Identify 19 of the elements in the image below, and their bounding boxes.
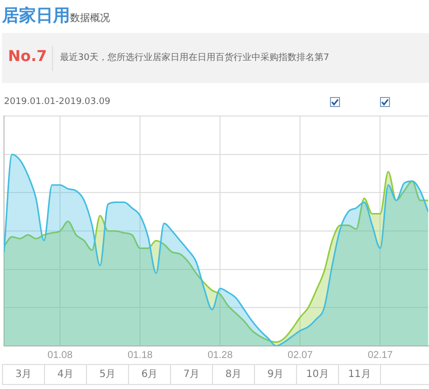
x-tick-label: 02.17 xyxy=(368,350,394,361)
text: 6月 xyxy=(129,365,171,384)
x-tick-label: 01.18 xyxy=(128,350,154,361)
x-tick-label: 01.28 xyxy=(208,350,234,361)
text: 11月 xyxy=(339,365,381,384)
text: No.7 xyxy=(8,47,47,65)
text: 9月 xyxy=(255,365,297,384)
chart-subtitle: 数据概况 xyxy=(70,13,110,24)
text: 2019.01.01-2019.03.09 xyxy=(4,97,110,107)
text: 8月 xyxy=(213,365,255,384)
x-tick-label: 01.08 xyxy=(48,350,73,361)
text: 7月 xyxy=(171,365,213,384)
text: 3月 xyxy=(3,365,45,384)
text: 10月 xyxy=(297,365,339,384)
x-tick-label: 02.07 xyxy=(288,350,314,361)
text: 最近30天，您所选行业居家日用在日用百货行业中采购指数排名第7 xyxy=(60,52,330,64)
text: 4月 xyxy=(45,365,87,384)
chart-title: 居家日用 xyxy=(2,6,70,26)
text: 5月 xyxy=(87,365,129,384)
